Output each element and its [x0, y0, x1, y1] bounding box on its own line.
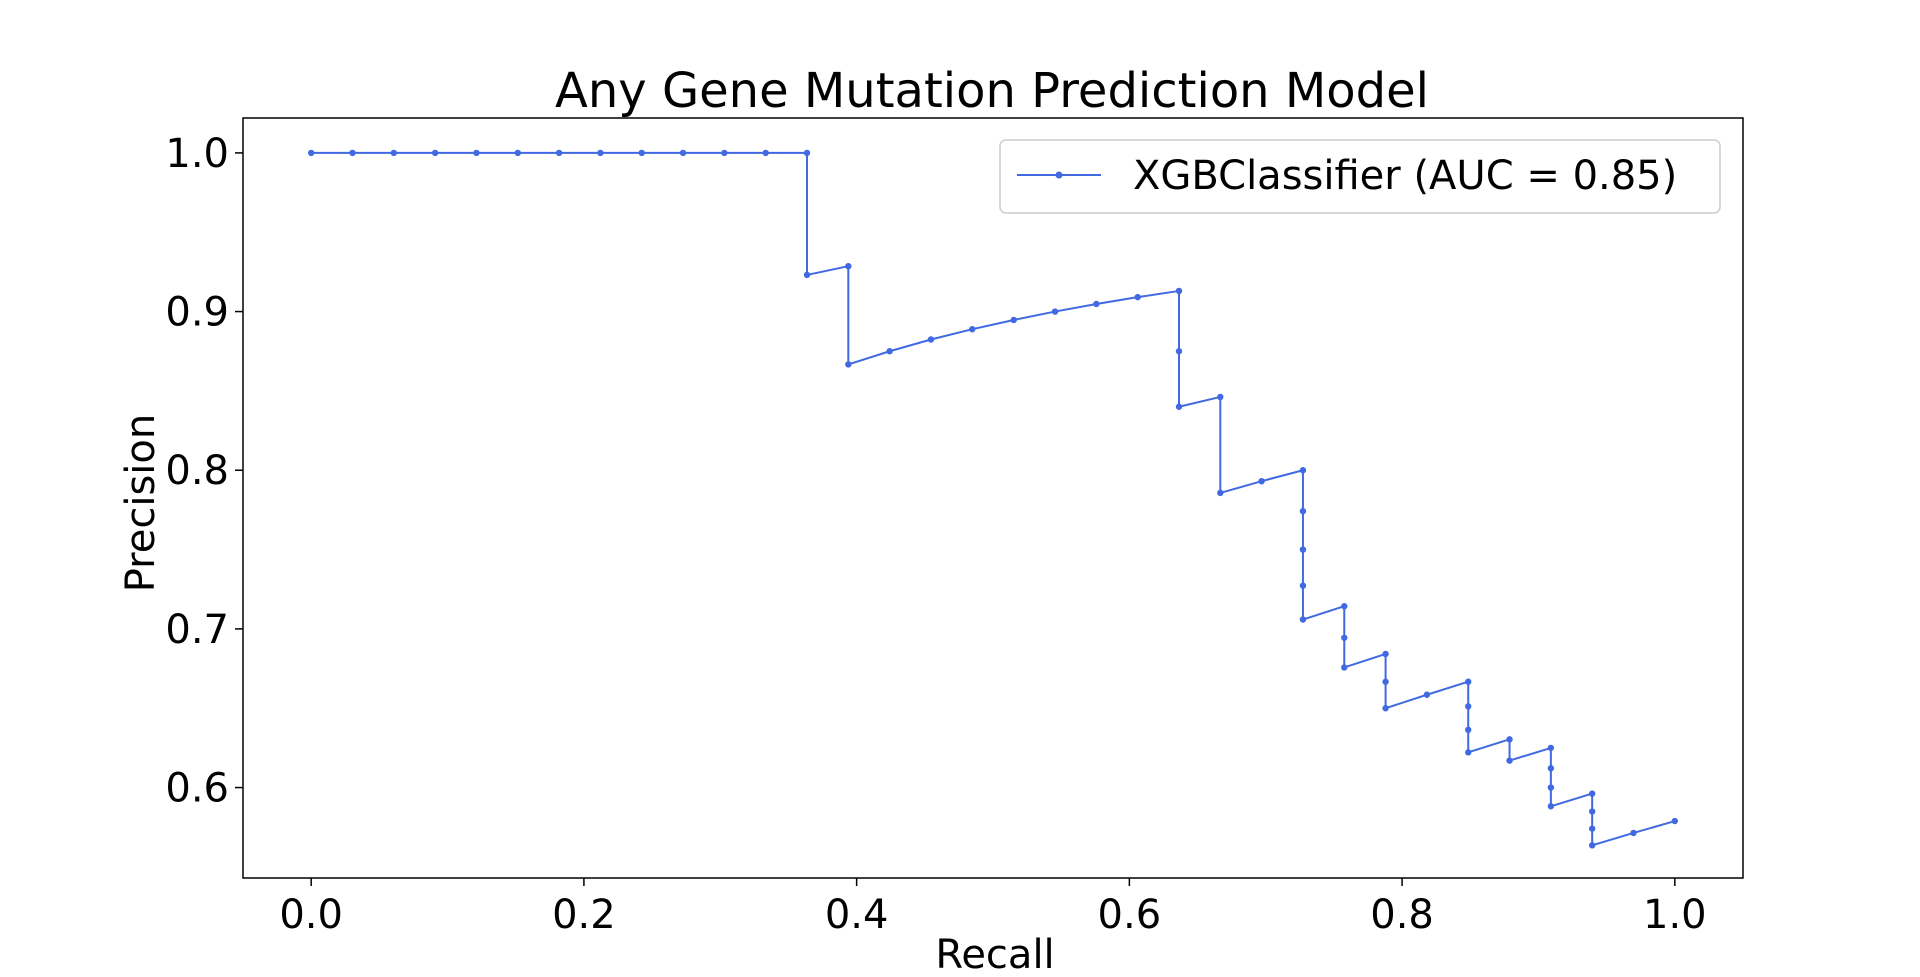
x-tick-label: 0.6 [1098, 892, 1162, 938]
series-point [1382, 650, 1389, 658]
series-point [1671, 817, 1679, 825]
series-point [1506, 757, 1513, 764]
x-tick-label: 1.0 [1643, 892, 1707, 938]
series-point [1051, 308, 1059, 315]
series-point [638, 149, 645, 157]
series-point [1299, 467, 1307, 474]
series-point [1630, 829, 1637, 837]
series-point [1341, 634, 1348, 641]
series-point [845, 262, 852, 270]
y-tick-label: 1.0 [165, 131, 229, 177]
series-point [969, 325, 976, 333]
series-point [473, 149, 480, 157]
series-point [1465, 703, 1472, 710]
series-point [1547, 765, 1555, 772]
series-point [1588, 825, 1596, 832]
series-point [1258, 477, 1265, 485]
plot-frame [242, 117, 1744, 879]
series-point [349, 149, 356, 157]
y-tick-label: 0.7 [165, 607, 229, 653]
x-tick-label: 0.4 [825, 892, 889, 938]
legend-point-marker [1055, 171, 1063, 179]
y-axis-ticks: 0.6 0.7 0.8 0.9 1.0 [165, 131, 243, 812]
series-point [721, 149, 728, 157]
series-point [1299, 616, 1307, 623]
series-point [845, 361, 852, 368]
series-point [1382, 678, 1389, 685]
series-point [1299, 546, 1307, 553]
series-point [1382, 705, 1389, 712]
series-point [1547, 784, 1555, 791]
x-tick-label: 0.0 [279, 892, 343, 938]
series-point [555, 149, 563, 157]
chart-title: Any Gene Mutation Prediction Model [555, 63, 1429, 119]
x-tick-label: 0.2 [552, 892, 616, 938]
series-point [307, 149, 315, 157]
series-point [1341, 664, 1348, 671]
series-point [1588, 842, 1596, 849]
series-point [1588, 790, 1596, 797]
y-tick-label: 0.8 [165, 448, 229, 494]
series-point [1217, 489, 1224, 497]
series-point [1175, 348, 1183, 355]
series-point [1175, 403, 1183, 410]
series-point [1010, 316, 1017, 324]
series-point [431, 149, 439, 157]
series-layer [307, 149, 1679, 849]
x-tick-label: 0.8 [1370, 892, 1434, 938]
series-point [1299, 582, 1307, 589]
series-point [1506, 736, 1513, 743]
y-axis-title: Precision [118, 414, 164, 592]
series-point [1341, 603, 1348, 610]
series-point [1423, 691, 1431, 698]
series-point [679, 149, 687, 157]
series-point [390, 149, 398, 157]
series-point [927, 336, 935, 343]
series-point [803, 271, 811, 279]
series-point [886, 348, 893, 355]
legend-box [999, 139, 1721, 214]
series-point [1175, 287, 1183, 295]
series-point [1465, 749, 1472, 756]
x-axis-title: Recall [935, 932, 1054, 977]
x-axis-ticks: 0.0 0.2 0.4 0.6 0.8 1.0 [279, 878, 1707, 938]
series-point [1547, 803, 1555, 810]
series-point [1547, 744, 1555, 752]
y-tick-label: 0.6 [165, 766, 229, 812]
series-point [1134, 293, 1141, 301]
series-point [803, 149, 811, 157]
series-point [1465, 726, 1472, 734]
legend: XGBClassifier (AUC = 0.85) [999, 139, 1721, 214]
series-point [1299, 507, 1307, 515]
series-point [1217, 393, 1224, 401]
y-tick-label: 0.9 [165, 290, 229, 336]
series-point [1093, 300, 1100, 308]
series-point [597, 149, 604, 157]
series-point [1588, 808, 1596, 815]
series-point [762, 149, 769, 157]
series-point [1465, 678, 1472, 685]
series-point [514, 149, 521, 157]
legend-label: XGBClassifier (AUC = 0.85) [1133, 153, 1677, 199]
